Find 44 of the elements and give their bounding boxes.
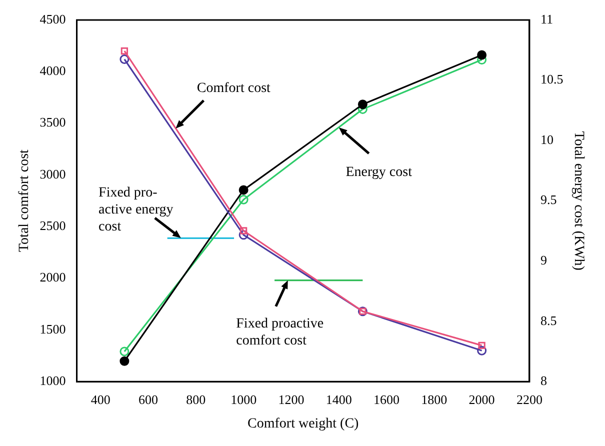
y2-tick-label: 10 — [540, 132, 554, 147]
y2-tick-label: 8.5 — [540, 312, 557, 328]
y-tick-label: 2500 — [40, 218, 66, 234]
x-tick-label: 800 — [186, 392, 206, 407]
point — [358, 100, 368, 110]
y-tick-label: 1000 — [40, 373, 66, 388]
y2-tick-label: 8 — [540, 373, 547, 388]
annotation: Fixed proactive comfort cost — [236, 316, 324, 349]
annotation: Comfort cost — [196, 81, 271, 96]
y2-tick-label: 9.5 — [540, 192, 557, 208]
y-tick-label: 3000 — [40, 166, 66, 182]
point — [120, 346, 130, 356]
y2-axis-title: Total energy cost (KWh) — [570, 131, 586, 271]
y-tick-label: 2000 — [40, 270, 66, 285]
x-tick-label: 2000 — [468, 392, 495, 407]
y-tick-label: 3500 — [40, 114, 66, 130]
point — [477, 346, 487, 356]
y2-tick-label: 10.5 — [540, 72, 564, 87]
point — [120, 47, 128, 55]
x-tick-label: 600 — [138, 392, 158, 407]
y-tick-label: 4000 — [40, 63, 66, 78]
x-tick-label: 1400 — [326, 392, 352, 407]
point — [120, 54, 130, 64]
x-axis-title: Comfort weight (C) — [248, 416, 360, 432]
x-tick-label: 1600 — [374, 392, 400, 407]
x-tick-label: 1200 — [278, 392, 304, 407]
point — [240, 227, 248, 234]
y2-tick-label: 11 — [540, 11, 553, 26]
point — [478, 342, 486, 350]
x-tick-label: 2200 — [516, 392, 542, 407]
point — [238, 185, 248, 195]
point — [477, 50, 487, 60]
x-tick-label: 1000 — [230, 392, 257, 407]
y-axis-title: Total comfort cost — [17, 149, 32, 252]
point — [238, 230, 248, 240]
y2-tick-label: 9 — [540, 252, 547, 268]
y-tick-label: 1500 — [40, 321, 66, 336]
annotation: Energy cost — [346, 165, 412, 180]
x-tick-label: 1800 — [421, 392, 448, 407]
x-tick-label: 400 — [90, 392, 110, 407]
y-tick-label: 4500 — [40, 11, 66, 26]
point — [238, 194, 248, 204]
point — [120, 356, 130, 366]
annotation: Fixed pro- active energy cost — [98, 186, 174, 235]
